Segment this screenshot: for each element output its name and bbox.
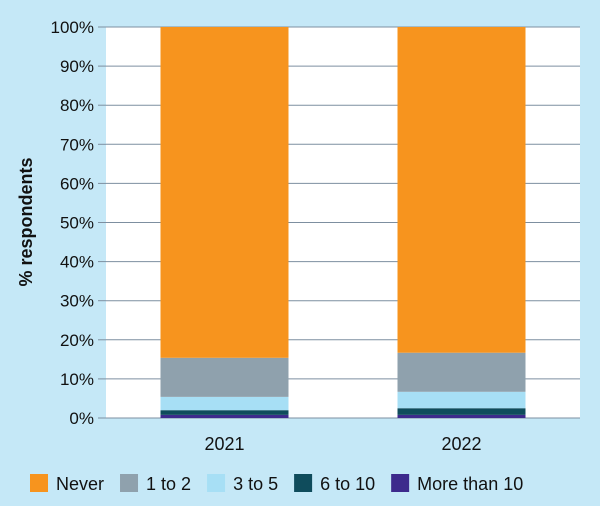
legend-label-never: Never [56, 474, 104, 494]
y-tick-label: 100% [51, 18, 94, 37]
y-tick-label: 70% [60, 135, 94, 154]
legend-swatch-more-than-10 [391, 474, 410, 492]
y-tick-label: 50% [60, 214, 94, 233]
legend-swatch-6-to-10 [294, 474, 313, 492]
legend-label-more-than-10: More than 10 [417, 474, 523, 494]
y-axis-label: % respondents [16, 157, 36, 286]
legend-label-3-to-5: 3 to 5 [233, 474, 278, 494]
bar-2021-1-to-2 [160, 357, 289, 397]
bar-2022-3-to-5 [397, 391, 526, 409]
bar-2021-more-than-10 [160, 414, 289, 418]
y-tick-label: 0% [69, 409, 94, 428]
y-tick-label: 90% [60, 57, 94, 76]
legend: Never 1 to 2 3 to 5 6 to 10 More than 10 [30, 474, 523, 494]
bar-2021-6-to-10 [160, 410, 289, 415]
bars [160, 27, 526, 418]
y-tick-label: 60% [60, 174, 94, 193]
bar-2022-more-than-10 [397, 414, 526, 418]
y-tick-label: 80% [60, 96, 94, 115]
legend-swatch-never [30, 474, 48, 492]
legend-swatch-1-to-2 [120, 474, 139, 492]
x-axis-ticks: 2021 2022 [204, 434, 481, 454]
legend-label-6-to-10: 6 to 10 [320, 474, 375, 494]
y-tick-label: 30% [60, 292, 94, 311]
bar-2022-1-to-2 [397, 352, 526, 392]
y-tick-label: 10% [60, 370, 94, 389]
bar-2022-never [397, 27, 526, 353]
x-tick-label: 2022 [441, 434, 481, 454]
y-axis-ticks: 0% 10% 20% 30% 40% 50% 60% 70% 80% 90% 100% [51, 18, 94, 428]
bar-2022-6-to-10 [397, 408, 526, 415]
legend-label-1-to-2: 1 to 2 [146, 474, 191, 494]
bar-2021-never [160, 27, 289, 358]
legend-swatch-3-to-5 [207, 474, 226, 492]
y-tick-label: 40% [60, 253, 94, 272]
y-tick-label: 20% [60, 331, 94, 350]
bar-2021-3-to-5 [160, 396, 289, 411]
x-tick-label: 2021 [204, 434, 244, 454]
